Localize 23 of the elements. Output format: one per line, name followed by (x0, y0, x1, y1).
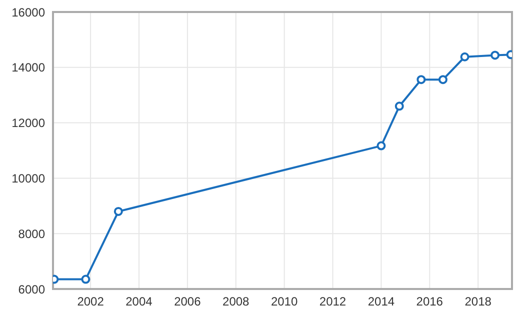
point (438, 75, 448, 84)
x-tick-label: 2002 (77, 294, 104, 309)
y-tick-label: 10000 (12, 171, 46, 186)
x-tick-label: 2018 (464, 294, 492, 309)
y-tick-label: 14000 (12, 60, 46, 75)
y-tick-label: 16000 (12, 5, 46, 20)
x-tick-label: 2006 (174, 294, 202, 309)
point (394, 102, 404, 111)
point (376, 141, 386, 150)
x-tick-label: 2016 (416, 294, 444, 309)
x-tick-label: 2004 (126, 294, 153, 309)
point (416, 75, 426, 84)
x-tick-label: 2010 (270, 294, 298, 309)
y-tick-label: 12000 (12, 116, 46, 130)
x-tick-label: 2012 (319, 294, 346, 309)
x-tick-label: 2014 (368, 294, 395, 309)
point (490, 50, 500, 60)
point (460, 52, 470, 62)
point (114, 206, 123, 216)
y-tick-label: 6000 (18, 282, 46, 296)
y-tick-label: 8000 (18, 226, 46, 241)
point (81, 274, 90, 284)
x-tick-label: 2008 (222, 294, 250, 309)
